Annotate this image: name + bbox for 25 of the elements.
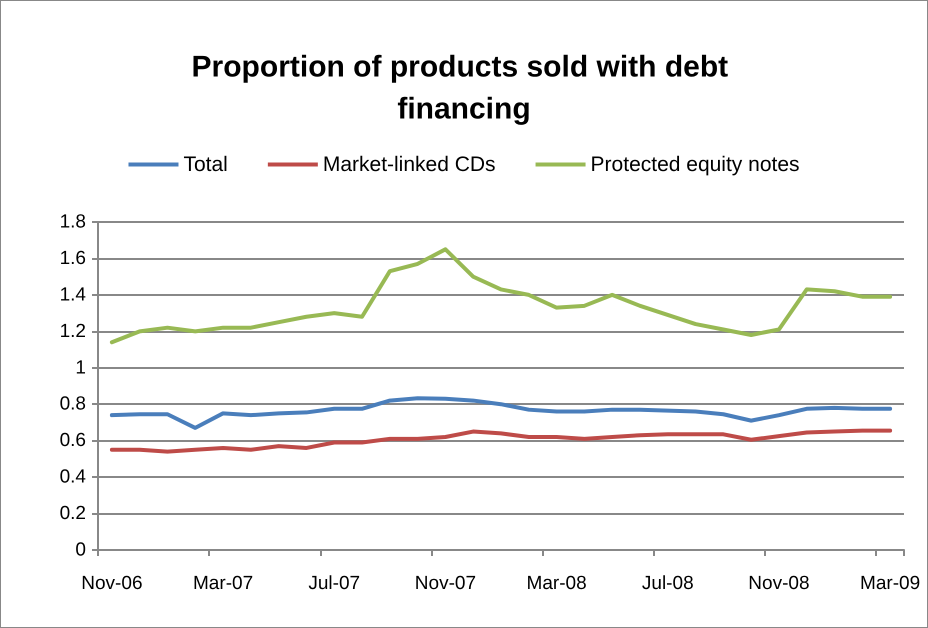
y-tick-label: 0	[75, 540, 86, 560]
chart-title: Proportion of products sold with debt financing	[192, 50, 736, 126]
x-tick-label: Mar-07	[192, 573, 254, 594]
x-tick-label: Mar-09	[860, 573, 920, 594]
legend-label: Market-linked CDs	[322, 153, 496, 176]
x-tick-label: Nov-08	[748, 573, 810, 594]
y-tick-label: 0.6	[60, 430, 86, 452]
line-series	[110, 428, 892, 454]
x-tick-label: Jul-07	[308, 573, 360, 594]
legend-label: Total	[183, 153, 228, 176]
y-tick-label: 1	[75, 357, 86, 378]
y-tick-label: 1.8	[60, 212, 86, 232]
y-tick-label: 1.2	[60, 320, 86, 342]
y-tick-label: 1.6	[60, 248, 86, 269]
y-tick-label: 0.2	[60, 503, 86, 524]
x-tick-label: Nov-06	[81, 573, 143, 594]
y-tick-label: 0.4	[60, 466, 86, 488]
x-tick-label: Jul-08	[642, 573, 694, 594]
x-tick-label: Nov-07	[414, 573, 476, 594]
line-series	[110, 396, 892, 430]
legend-label: Protected equity notes	[590, 153, 800, 176]
x-tick-label: Mar-08	[526, 573, 587, 594]
y-tick-label: 0.8	[60, 394, 86, 415]
y-tick-label: 1.4	[60, 284, 86, 306]
line-series	[110, 247, 892, 344]
